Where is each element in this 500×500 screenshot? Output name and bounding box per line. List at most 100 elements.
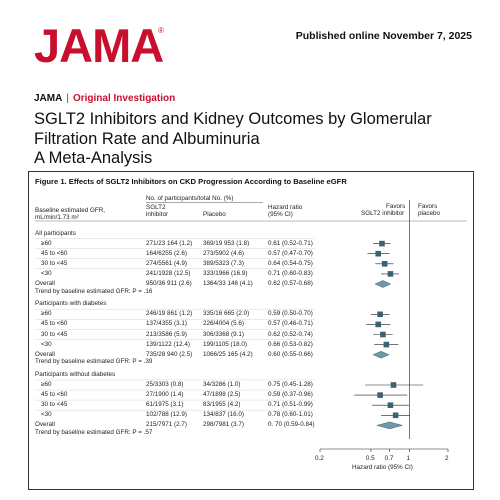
hazard-ratio-marker bbox=[379, 240, 385, 247]
row-label: 30 to <45 bbox=[41, 259, 68, 267]
hazard-ratio-value: 0.59 (0.50-0.70) bbox=[268, 310, 313, 318]
sglt2-count: 139/1122 (12.4) bbox=[146, 340, 190, 348]
column-header-hazard-ratio: Hazard ratio bbox=[268, 204, 303, 211]
row-label: <30 bbox=[41, 411, 52, 419]
article-subtitle: A Meta-Analysis bbox=[34, 149, 153, 167]
row-label: <30 bbox=[41, 340, 52, 348]
x-axis-tick-label: 0.2 bbox=[315, 455, 324, 462]
row-label: 30 to <45 bbox=[41, 401, 68, 409]
favors-sglt2-label: Favors bbox=[386, 203, 406, 210]
forest-plot-figure: Figure 1. Effects of SGLT2 Inhibitors on… bbox=[28, 171, 474, 490]
hazard-ratio-value: 0.64 (0.54-0.75) bbox=[268, 259, 313, 267]
journal-name: JAMA bbox=[34, 93, 63, 104]
jama-logo: JAMA bbox=[34, 19, 164, 72]
x-axis-tick-label: 2 bbox=[445, 455, 449, 462]
hazard-ratio-value: 0.60 (0.55-0.66) bbox=[268, 350, 313, 358]
placebo-count: 199/1105 (18.0) bbox=[203, 340, 247, 348]
placebo-count: 1364/33 146 (4.1) bbox=[203, 280, 253, 287]
hazard-ratio-value: 0.59 (0.37-0.96) bbox=[268, 391, 313, 399]
placebo-count: 273/5902 (4.6) bbox=[203, 249, 244, 257]
hazard-ratio-value: 0.75 (0.45-1.28) bbox=[268, 381, 313, 388]
overall-diamond bbox=[374, 280, 392, 288]
row-label: 30 to <45 bbox=[41, 330, 68, 338]
hazard-ratio-marker bbox=[375, 250, 382, 257]
favors-placebo-label-2: placebo bbox=[418, 210, 441, 217]
row-label: Overall bbox=[35, 421, 55, 429]
registered-mark: ® bbox=[158, 26, 164, 35]
sglt2-count: 215/7971 (2.7) bbox=[146, 421, 187, 429]
sglt2-count: 246/19 861 (1.2) bbox=[146, 310, 193, 318]
sglt2-count: 213/3586 (5.9) bbox=[146, 330, 187, 338]
row-label: 45 to <60 bbox=[41, 391, 68, 399]
placebo-count: 389/5323 (7.3) bbox=[203, 259, 244, 267]
hazard-ratio-marker bbox=[377, 311, 383, 318]
trend-p-value: Trend by baseline estimated GFR: P = .57 bbox=[35, 429, 153, 436]
group-label: Participants with diabetes bbox=[35, 300, 107, 308]
hazard-ratio-value: 0.57 (0.46-0.71) bbox=[268, 320, 313, 328]
favors-placebo-label: Favors bbox=[418, 203, 438, 210]
row-label: ≥60 bbox=[41, 310, 52, 318]
hazard-ratio-value: 0.78 (0.60-1.01) bbox=[268, 411, 313, 419]
placebo-count: 47/1898 (2.5) bbox=[203, 391, 241, 399]
hazard-ratio-marker bbox=[387, 402, 394, 408]
hazard-ratio-marker bbox=[375, 321, 382, 328]
column-header-sglt2: SGLT2 bbox=[146, 204, 166, 211]
column-header-sglt2-inhibitor: inhibitor bbox=[146, 211, 169, 218]
sglt2-count: 25/3303 (0.8) bbox=[146, 381, 184, 388]
hazard-ratio-marker bbox=[377, 392, 383, 398]
column-header-egfr-units: mL/min/1.73 m² bbox=[35, 214, 79, 221]
section-label: Original Investigation bbox=[72, 93, 176, 104]
sglt2-count: 241/1928 (12.5) bbox=[146, 269, 191, 277]
placebo-count: 134/837 (16.0) bbox=[203, 411, 244, 419]
figure-title: Figure 1. Effects of SGLT2 Inhibitors on… bbox=[35, 177, 347, 186]
column-header-egfr: Baseline estimated GFR, bbox=[35, 207, 105, 214]
hazard-ratio-marker bbox=[387, 271, 394, 277]
placebo-count: 34/3286 (1.0) bbox=[203, 381, 241, 388]
hazard-ratio-marker bbox=[381, 261, 388, 267]
row-label: ≥60 bbox=[41, 239, 52, 247]
column-header-placebo: Placebo bbox=[203, 211, 226, 218]
sglt2-count: 164/6255 (2.6) bbox=[146, 249, 187, 257]
column-header-ci: (95% CI) bbox=[268, 211, 293, 218]
hazard-ratio-marker bbox=[390, 382, 397, 388]
sglt2-count: 950/36 911 (2.6) bbox=[146, 280, 192, 287]
row-label: 45 to <60 bbox=[41, 320, 68, 328]
hazard-ratio-marker bbox=[383, 341, 390, 348]
placebo-count: 335/16 665 (2.0) bbox=[203, 310, 250, 318]
hazard-ratio-value: 0.71 (0.51-0.99) bbox=[268, 401, 313, 409]
x-axis-tick-label: 0.5 bbox=[365, 455, 375, 462]
placebo-count: 369/19 953 (1.8) bbox=[203, 239, 250, 247]
column-span-header: No. of participants/total No. (%) bbox=[146, 195, 234, 202]
sglt2-count: 137/4355 (3.1) bbox=[146, 320, 187, 328]
hazard-ratio-value: 0.62 (0.57-0.68) bbox=[268, 280, 313, 287]
section-separator: | bbox=[66, 93, 69, 104]
row-label: Overall bbox=[35, 280, 55, 287]
hazard-ratio-value: 0.61 (0.52-0.71) bbox=[268, 239, 313, 247]
trend-p-value: Trend by baseline estimated GFR: P = .16 bbox=[35, 287, 153, 295]
placebo-count: 298/7981 (3.7) bbox=[203, 421, 244, 429]
placebo-count: 83/1955 (4.2) bbox=[203, 401, 241, 409]
article-section-line: JAMA | Original Investigation bbox=[34, 93, 175, 104]
hazard-ratio-marker bbox=[380, 331, 386, 338]
placebo-count: 306/3368 (9.1) bbox=[203, 330, 244, 338]
favors-sglt2-label-2: SGLT2 inhibitor bbox=[361, 210, 405, 217]
row-label: 45 to <60 bbox=[41, 249, 68, 257]
placebo-count: 333/1966 (16.9) bbox=[203, 269, 248, 277]
published-date: Published online November 7, 2025 bbox=[295, 30, 472, 42]
group-label: Participants without diabetes bbox=[35, 370, 116, 378]
row-label: <30 bbox=[41, 269, 52, 277]
sglt2-count: 102/788 (12.9) bbox=[146, 411, 187, 419]
hazard-ratio-value: 0.71 (0.60-0.83) bbox=[268, 269, 313, 277]
hazard-ratio-value: 0.62 (0.52-0.74) bbox=[268, 330, 313, 338]
sglt2-count: 274/5561 (4.9) bbox=[146, 259, 187, 267]
placebo-count: 1066/25 165 (4.2) bbox=[203, 350, 253, 358]
x-axis-title: Hazard ratio (95% CI) bbox=[352, 464, 413, 471]
forest-plot-chart bbox=[35, 200, 467, 452]
sglt2-count: 27/1900 (1.4) bbox=[146, 391, 184, 399]
x-axis-tick-label: 0.7 bbox=[384, 455, 394, 462]
overall-diamond bbox=[376, 421, 404, 430]
row-label: Overall bbox=[35, 350, 55, 358]
row-label: ≥60 bbox=[41, 381, 52, 388]
trend-p-value: Trend by baseline estimated GFR: P = .39 bbox=[35, 358, 153, 366]
hazard-ratio-value: 0.66 (0.53-0.82) bbox=[268, 340, 313, 348]
